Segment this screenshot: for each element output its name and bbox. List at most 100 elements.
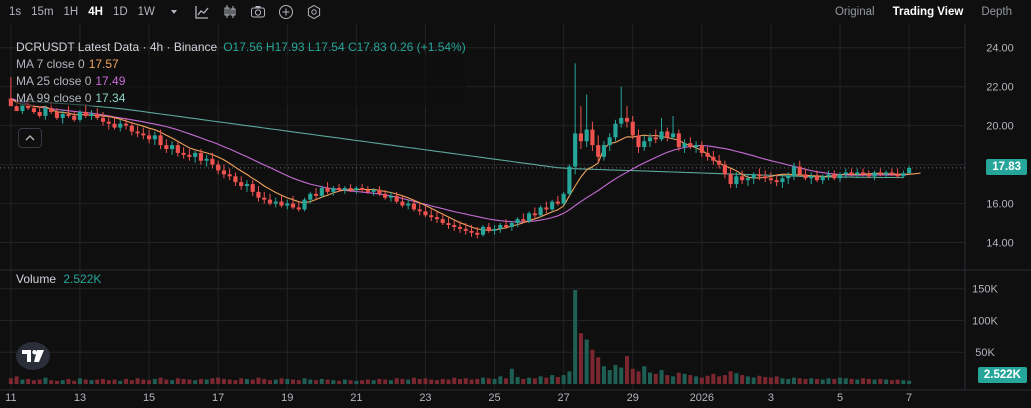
- legend-title-row: DCRUSDT Latest Data · 4h · Binance O17.5…: [16, 38, 466, 55]
- ma99-legend[interactable]: MA 99 close 0 17.34: [16, 89, 466, 106]
- candle-body: [866, 174, 871, 177]
- interval-1h[interactable]: 1H: [63, 6, 79, 18]
- symbol-title[interactable]: DCRUSDT Latest Data · 4h · Binance: [16, 39, 218, 54]
- candle-body: [803, 174, 808, 179]
- interval-1d[interactable]: 1D: [112, 6, 128, 18]
- time-tick-label: 7: [906, 392, 912, 404]
- candle-body: [406, 203, 411, 206]
- volume-bar: [791, 377, 796, 384]
- candle-body: [699, 145, 704, 153]
- volume-bar: [279, 378, 284, 384]
- candle-body: [360, 187, 365, 190]
- view-switcher: Original Trading View Depth: [826, 0, 1021, 24]
- volume-bar: [273, 379, 278, 384]
- volume-bar: [676, 372, 681, 384]
- time-tick-label: 2026: [690, 392, 714, 404]
- volume-bar: [584, 339, 589, 384]
- ma99-line: [10, 99, 904, 179]
- settings-hex-icon[interactable]: [306, 4, 322, 20]
- volume-bar: [740, 375, 745, 384]
- candle-body: [198, 152, 203, 161]
- volume-bar: [440, 378, 445, 384]
- legend-collapse-button[interactable]: [18, 128, 42, 148]
- volume-bar: [711, 373, 716, 384]
- candle-body: [498, 224, 503, 229]
- volume-bar: [377, 378, 382, 384]
- volume-bar: [49, 380, 54, 384]
- candle-body: [532, 213, 537, 216]
- candle-body: [682, 143, 687, 148]
- candle-body: [786, 176, 791, 179]
- volume-bar: [72, 380, 77, 384]
- candle-body: [210, 158, 215, 165]
- volume-bar: [573, 289, 578, 384]
- volume-bar: [751, 377, 756, 384]
- candle-body: [469, 230, 474, 233]
- candle-body: [54, 112, 60, 118]
- candle-body: [83, 112, 88, 116]
- view-original[interactable]: Original: [834, 6, 875, 18]
- volume-bar: [757, 375, 762, 384]
- volume-bar: [498, 376, 503, 384]
- volume-bar: [342, 379, 347, 384]
- volume-bar: [607, 370, 612, 384]
- candle-body: [590, 129, 595, 146]
- volume-bar: [527, 377, 532, 384]
- candle-body: [250, 184, 255, 192]
- volume-bar: [486, 378, 491, 384]
- volume-bar: [239, 378, 244, 384]
- candle-body: [279, 201, 284, 206]
- volume-bar: [210, 378, 215, 384]
- candle-body: [573, 133, 578, 167]
- volume-bar: [855, 379, 860, 384]
- candle-body: [855, 172, 860, 175]
- interval-1w[interactable]: 1W: [137, 6, 155, 18]
- volume-bar: [37, 379, 42, 384]
- candle-body: [849, 172, 854, 175]
- view-trading-view[interactable]: Trading View: [892, 6, 964, 18]
- add-circle-icon[interactable]: [278, 4, 294, 20]
- time-tick-label: 25: [488, 392, 500, 404]
- indicator-icon[interactable]: [194, 4, 210, 20]
- candle-body: [814, 176, 820, 181]
- price-tick-label: 20.00: [986, 121, 1014, 133]
- tradingview-logo[interactable]: [16, 342, 50, 370]
- interval-4h[interactable]: 4H: [88, 6, 103, 18]
- chevron-down-icon[interactable]: [166, 4, 182, 20]
- time-tick-label: 5: [837, 392, 843, 404]
- volume-value: 2.522K: [63, 272, 102, 286]
- interval-1s[interactable]: 1s: [9, 6, 22, 18]
- candle-body: [66, 113, 71, 116]
- volume-bar: [360, 380, 365, 384]
- view-depth[interactable]: Depth: [981, 6, 1012, 18]
- candlestick-chart[interactable]: 24.0022.0020.0018.0016.0014.00150K100K50…: [0, 24, 1031, 408]
- interval-15m[interactable]: 15m: [31, 6, 54, 18]
- candle-body: [175, 145, 180, 153]
- camera-icon[interactable]: [250, 4, 266, 20]
- candle-body: [878, 172, 883, 175]
- last-volume-tag: 2.522K: [977, 367, 1027, 383]
- volume-bar: [302, 378, 307, 384]
- volume-bar: [262, 378, 267, 384]
- ma25-legend[interactable]: MA 25 close 0 17.49: [16, 72, 466, 89]
- interval-group: 1s 15m 1H 4H 1D 1W: [0, 0, 328, 24]
- candle-body: [711, 156, 716, 161]
- volume-bar: [872, 379, 877, 384]
- candle-body: [826, 174, 831, 177]
- candle-body: [457, 226, 463, 229]
- candle-type-icon[interactable]: [222, 4, 238, 20]
- toolbar: 1s 15m 1H 4H 1D 1W Original Trading View…: [0, 0, 1031, 24]
- volume-bar: [843, 378, 848, 384]
- candle-body: [313, 193, 319, 196]
- volume-bar: [705, 375, 710, 384]
- candle-body: [216, 164, 221, 171]
- volume-bar: [446, 379, 451, 384]
- ma7-legend[interactable]: MA 7 close 0 17.57: [16, 55, 466, 72]
- candle-body: [152, 135, 157, 140]
- volume-bar: [118, 380, 123, 384]
- candle-body: [653, 137, 658, 140]
- candle-body: [302, 199, 307, 210]
- volume-bar: [814, 378, 820, 384]
- candle-body: [331, 187, 336, 192]
- volume-bar: [688, 375, 693, 384]
